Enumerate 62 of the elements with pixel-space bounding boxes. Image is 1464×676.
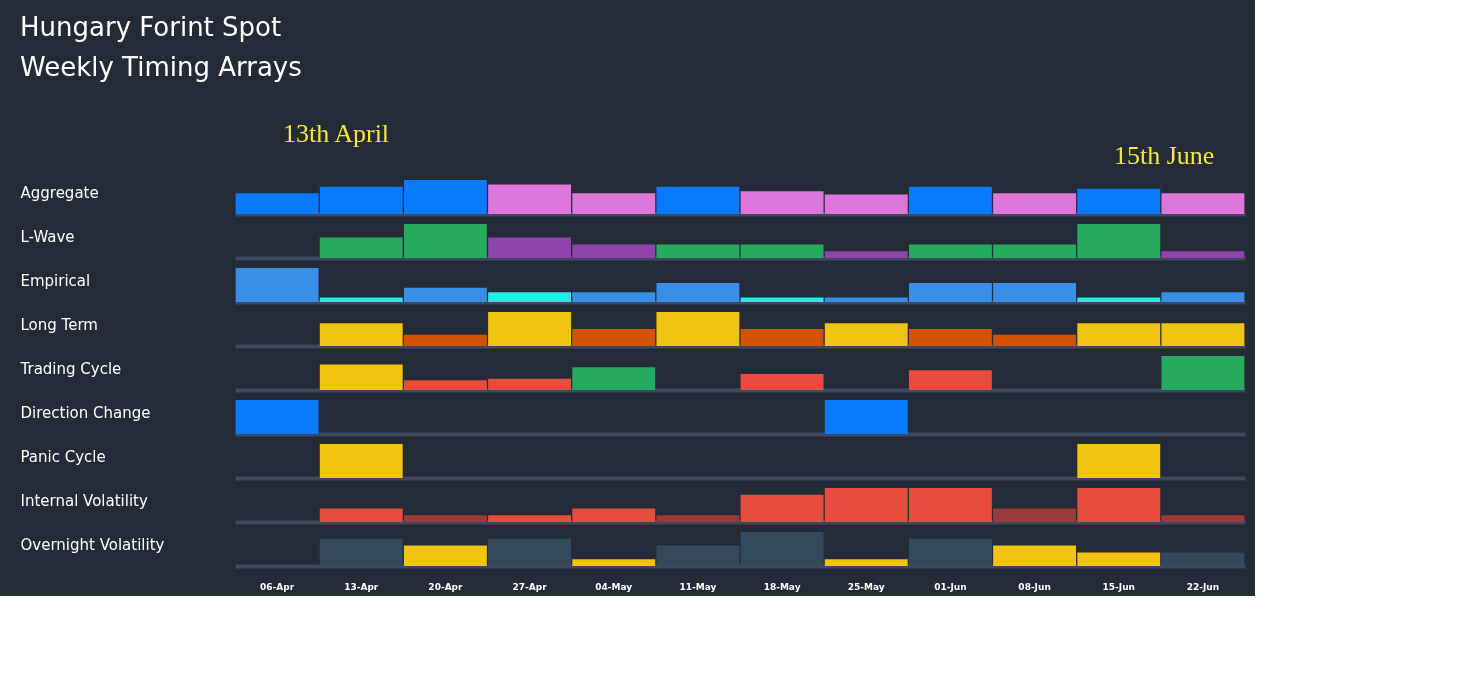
bar <box>740 297 824 302</box>
bar <box>908 186 992 214</box>
bar <box>488 312 572 346</box>
x-tick-label: 27-Apr <box>512 581 548 592</box>
y-axis-title: Empirical <box>20 271 91 290</box>
x-tick-label: 04-May <box>595 581 633 592</box>
x-tick-label: 20-Apr <box>428 581 464 592</box>
y-axis-title: Internal Volatility <box>20 491 148 510</box>
x-tick-label: 08-Jun <box>1018 581 1051 592</box>
bar <box>656 312 740 346</box>
bar <box>1077 488 1161 522</box>
bar <box>403 287 487 302</box>
bar <box>319 323 403 346</box>
bar <box>824 323 908 346</box>
bar <box>235 268 319 302</box>
bar <box>1161 356 1245 390</box>
x-tick-label: 15-Jun <box>1102 581 1135 592</box>
bar <box>1161 251 1245 258</box>
bar <box>1161 292 1245 302</box>
bar <box>403 334 487 346</box>
y-axis-title: Aggregate <box>20 183 99 202</box>
bar <box>656 186 740 214</box>
x-tick-label: 01-Jun <box>934 581 967 592</box>
text: 13th April <box>282 119 390 148</box>
bar <box>908 370 992 390</box>
y-axis-title: Trading Cycle <box>19 359 122 378</box>
bar <box>403 515 487 522</box>
bar <box>824 559 908 566</box>
bar <box>319 508 403 522</box>
bar <box>656 244 740 258</box>
y-axis-title: L-Wave <box>20 227 75 246</box>
x-tick-label: 18-May <box>763 581 801 592</box>
y-axis-title: Panic Cycle <box>20 447 106 466</box>
x-tick-label: 13-Apr <box>344 581 379 592</box>
bar <box>1161 515 1245 522</box>
x-tick-label: 25-May <box>847 581 885 592</box>
bar <box>1077 188 1161 214</box>
bar <box>740 329 824 346</box>
chart-title: Hungary Forint Spot <box>20 12 282 42</box>
bar <box>572 559 656 566</box>
bar <box>824 251 908 258</box>
bar <box>740 374 824 390</box>
bar <box>572 329 656 346</box>
bar <box>993 193 1077 214</box>
y-axis-title: Direction Change <box>20 403 151 422</box>
x-tick-label: 11-May <box>679 581 717 592</box>
y-axis-title: Overnight Volatility <box>20 535 165 554</box>
bar <box>1161 193 1245 214</box>
bar <box>319 364 403 390</box>
bar <box>403 545 487 566</box>
x-tick-label: 06-Apr <box>260 581 295 592</box>
bar <box>1077 297 1161 302</box>
y-axis-title: Long Term <box>20 315 98 334</box>
bar <box>993 508 1077 522</box>
chart-subtitle: Weekly Timing Arrays <box>20 52 302 82</box>
bar <box>656 515 740 522</box>
text: 15th June <box>1114 141 1215 170</box>
bar <box>740 244 824 258</box>
x-tick-label: 22-Jun <box>1186 581 1220 592</box>
bar <box>488 292 572 302</box>
bar <box>572 367 656 390</box>
bar <box>319 297 403 302</box>
